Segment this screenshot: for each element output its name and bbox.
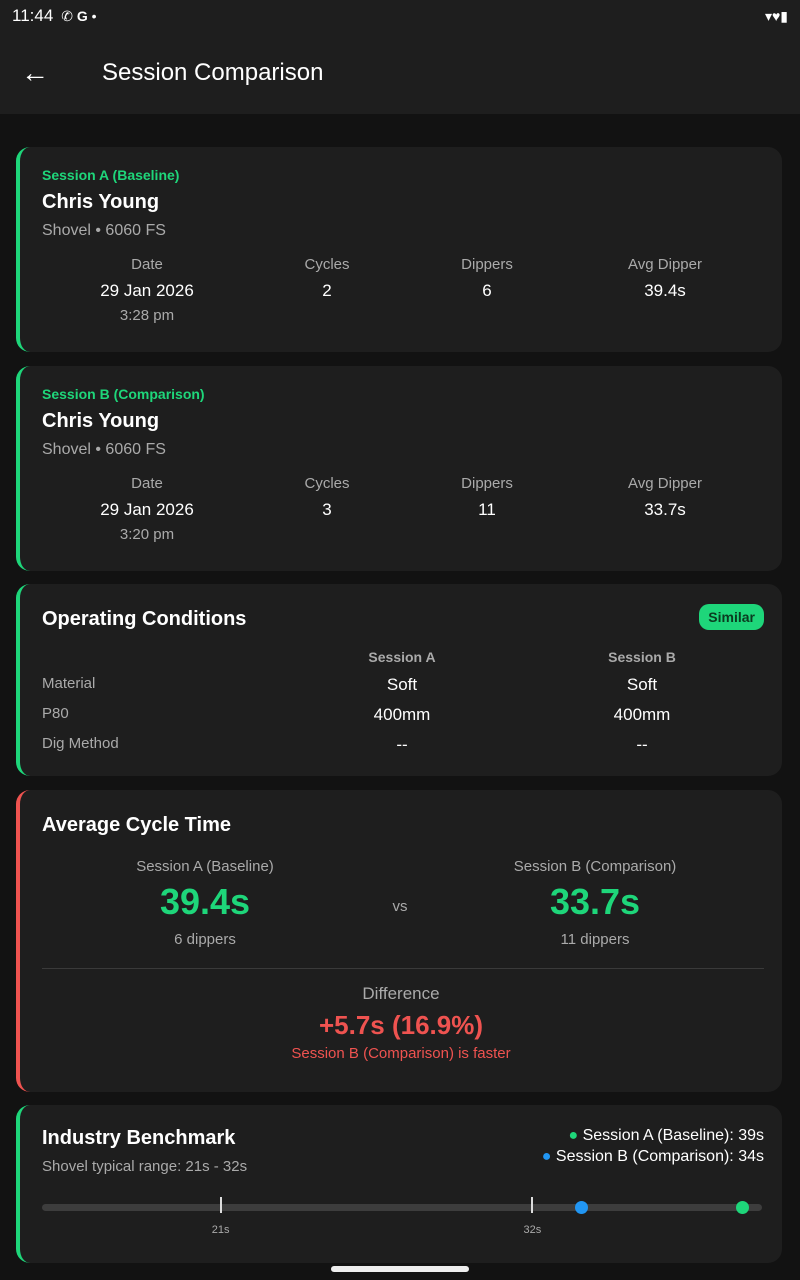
tick-label-max: 32s — [523, 1224, 542, 1236]
clock: 11:44 — [12, 6, 54, 25]
stat-cycles: Cycles 3 — [304, 475, 350, 519]
back-arrow-icon[interactable]: ← — [21, 57, 49, 88]
industry-benchmark-card: Industry Benchmark Shovel typical range:… — [16, 1105, 782, 1263]
divider — [42, 968, 764, 969]
session-b-cycle: Session B (Comparison) 33.7s 11 dippers — [513, 858, 677, 948]
notification-icons: ✆ G • — [61, 7, 97, 24]
stat-date: Date 29 Jan 2026 3:28 pm — [100, 256, 194, 324]
equipment: Shovel • 6060 FS — [42, 222, 166, 239]
page-title: Session Comparison — [102, 59, 324, 86]
stat-avg-dipper: Avg Dipper 39.4s — [628, 256, 702, 300]
equipment: Shovel • 6060 FS — [42, 441, 166, 458]
legend: ● Session A (Baseline): 39s ● Session B … — [541, 1127, 764, 1165]
operator-name: Chris Young — [42, 191, 160, 213]
operating-conditions-card: Operating Conditions Similar Session A Se… — [16, 584, 782, 776]
stat-dippers: Dippers 6 — [461, 256, 513, 300]
similar-badge: Similar — [699, 604, 764, 630]
stat-cycles: Cycles 2 — [304, 256, 350, 300]
session-b-marker — [574, 1201, 588, 1214]
legend-dot-a-icon: ● — [568, 1127, 579, 1144]
typical-range: Shovel typical range: 21s - 32s — [42, 1158, 248, 1175]
session-b-card: Session B (Comparison) Chris Young Shove… — [16, 366, 782, 571]
tick-label-min: 21s — [211, 1224, 230, 1236]
difference: Difference +5.7s (16.9%) Session B (Comp… — [291, 984, 511, 1062]
vs-label: vs — [392, 898, 408, 915]
session-a-cycle: Session A (Baseline) 39.4s 6 dippers — [136, 858, 274, 948]
session-label: Session B (Comparison) — [42, 386, 205, 402]
stat-avg-dipper: Avg Dipper 33.7s — [628, 475, 702, 519]
tick-min — [219, 1197, 222, 1213]
conditions-table: Session A Session B Material Soft Soft P80 4… — [42, 649, 676, 754]
average-cycle-time-card: Average Cycle Time Session A (Baseline) 3… — [16, 790, 782, 1092]
legend-dot-b-icon: ● — [541, 1148, 552, 1165]
stat-date: Date 29 Jan 2026 3:20 pm — [100, 475, 194, 543]
session-label: Session A (Baseline) — [42, 167, 180, 183]
status-bar: 11:44 ✆ G • ▾♥▮ — [0, 0, 800, 32]
section-title: Operating Conditions — [42, 608, 247, 630]
section-title: Industry Benchmark — [42, 1127, 236, 1149]
operator-name: Chris Young — [42, 410, 160, 432]
app-bar: ← Session Comparison — [0, 32, 800, 114]
wifi-battery-icon: ▾♥▮ — [764, 7, 788, 24]
tick-max — [531, 1197, 534, 1213]
session-a-card: Session A (Baseline) Chris Young Shovel … — [16, 147, 782, 352]
benchmark-track: 21s 32s — [42, 1197, 762, 1236]
stat-dippers: Dippers 11 — [461, 475, 513, 519]
home-indicator[interactable] — [331, 1266, 469, 1272]
session-a-marker — [736, 1201, 750, 1214]
section-title: Average Cycle Time — [42, 814, 231, 836]
